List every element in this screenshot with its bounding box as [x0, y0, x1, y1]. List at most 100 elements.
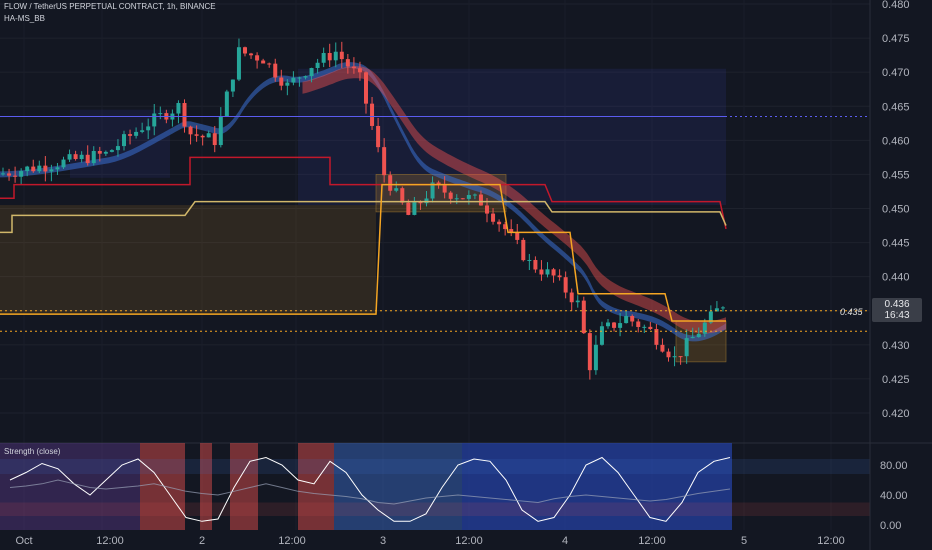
- candle-body: [684, 338, 689, 357]
- candle-body: [720, 307, 725, 309]
- candle-body: [478, 194, 483, 206]
- candle-body: [303, 76, 308, 78]
- candle-body: [357, 68, 362, 73]
- candle-body: [412, 202, 417, 215]
- candle-body: [460, 198, 465, 200]
- candle-body: [31, 166, 36, 172]
- strength-zone: [200, 443, 212, 530]
- candle-body: [327, 52, 332, 61]
- candle-body: [158, 113, 163, 115]
- candle-body: [612, 322, 617, 328]
- price-tick-label: 0.480: [882, 0, 910, 11]
- candle-body: [521, 239, 526, 261]
- candle-body: [575, 300, 580, 303]
- candle-body: [545, 269, 550, 275]
- resistance-line: [0, 156, 727, 230]
- candle-body: [382, 147, 387, 176]
- strength-zone: [334, 443, 462, 530]
- candle-body: [188, 126, 193, 135]
- lower-band: [0, 502, 870, 516]
- candle-body: [249, 53, 254, 56]
- candle-body: [539, 269, 544, 275]
- range-box: [0, 205, 376, 315]
- candle-body: [13, 175, 18, 177]
- time-tick-label: 3: [380, 535, 386, 547]
- candle-body: [176, 103, 181, 114]
- reference-level-label: 0.435: [840, 307, 863, 317]
- candle-body: [224, 91, 229, 116]
- candle-body: [315, 62, 320, 69]
- candle-body: [255, 55, 260, 61]
- range-box: [298, 68, 726, 206]
- candle-body: [503, 224, 508, 230]
- price-tick-label: 0.440: [882, 272, 910, 284]
- candle-body: [333, 51, 338, 61]
- candle-body: [587, 333, 592, 371]
- candle-body: [708, 311, 713, 323]
- candle-body: [49, 169, 54, 172]
- strength-tick-label: 0.00: [880, 520, 901, 532]
- candle-body: [122, 134, 126, 147]
- candle-body: [55, 167, 60, 170]
- candle-body: [19, 171, 24, 177]
- candle-body: [370, 103, 375, 126]
- candle-body: [309, 68, 314, 77]
- price-tick-label: 0.470: [882, 67, 910, 79]
- candle-body: [128, 134, 133, 136]
- candle-body: [654, 329, 659, 345]
- candle-body: [218, 115, 223, 146]
- indicator-label: HA-MS_BB: [4, 14, 45, 23]
- candle-body: [509, 229, 514, 233]
- signal-line: [9, 479, 731, 505]
- strength-line: [9, 456, 731, 522]
- strength-zone: [140, 443, 185, 530]
- candle-body: [618, 323, 623, 328]
- candle-body: [648, 326, 653, 330]
- support-line: [0, 200, 727, 234]
- candle-body: [152, 113, 157, 127]
- candle-body: [394, 188, 399, 191]
- candle-body: [660, 344, 665, 352]
- candle-body: [466, 194, 471, 199]
- time-tick-label: Oct: [15, 535, 32, 547]
- candle-body: [212, 133, 217, 146]
- chart-title: FLOW / TetherUS PERPETUAL CONTRACT, 1h, …: [4, 2, 216, 11]
- candle-body: [430, 182, 435, 199]
- candle-body: [642, 326, 647, 328]
- candle-body: [146, 126, 151, 131]
- candle-body: [7, 173, 12, 176]
- candle-body: [67, 154, 72, 160]
- subpanel-title: Strength (close): [4, 447, 61, 456]
- strength-zone: [298, 443, 334, 530]
- trail-line: [0, 183, 726, 322]
- candle-body: [97, 151, 102, 154]
- range-box: [675, 320, 727, 363]
- candle-body: [424, 198, 429, 204]
- time-tick-label: 12:00: [638, 535, 666, 547]
- candle-body: [599, 326, 604, 345]
- current-price-badge: 0.436 16:43: [872, 298, 922, 322]
- price-tick-label: 0.430: [882, 340, 910, 352]
- candle-body: [115, 146, 120, 151]
- candle-body: [672, 356, 677, 358]
- candle-body: [345, 59, 350, 67]
- candle-body: [61, 159, 66, 168]
- candle-body: [400, 188, 405, 203]
- time-tick-label: 12:00: [817, 535, 845, 547]
- candle-body: [551, 269, 556, 276]
- candle-body: [364, 72, 368, 104]
- price-tick-label: 0.450: [882, 204, 910, 216]
- candle-body: [291, 77, 296, 83]
- strength-zone: [462, 443, 732, 530]
- candle-body: [1, 173, 5, 175]
- candle-body: [25, 166, 30, 172]
- candle-body: [351, 66, 356, 69]
- candle-body: [418, 202, 423, 204]
- candle-body: [73, 154, 78, 160]
- candle-body: [606, 322, 610, 327]
- candle-body: [37, 165, 42, 172]
- price-tick-label: 0.445: [882, 238, 910, 250]
- candle-body: [182, 103, 187, 127]
- upper-band: [0, 459, 870, 474]
